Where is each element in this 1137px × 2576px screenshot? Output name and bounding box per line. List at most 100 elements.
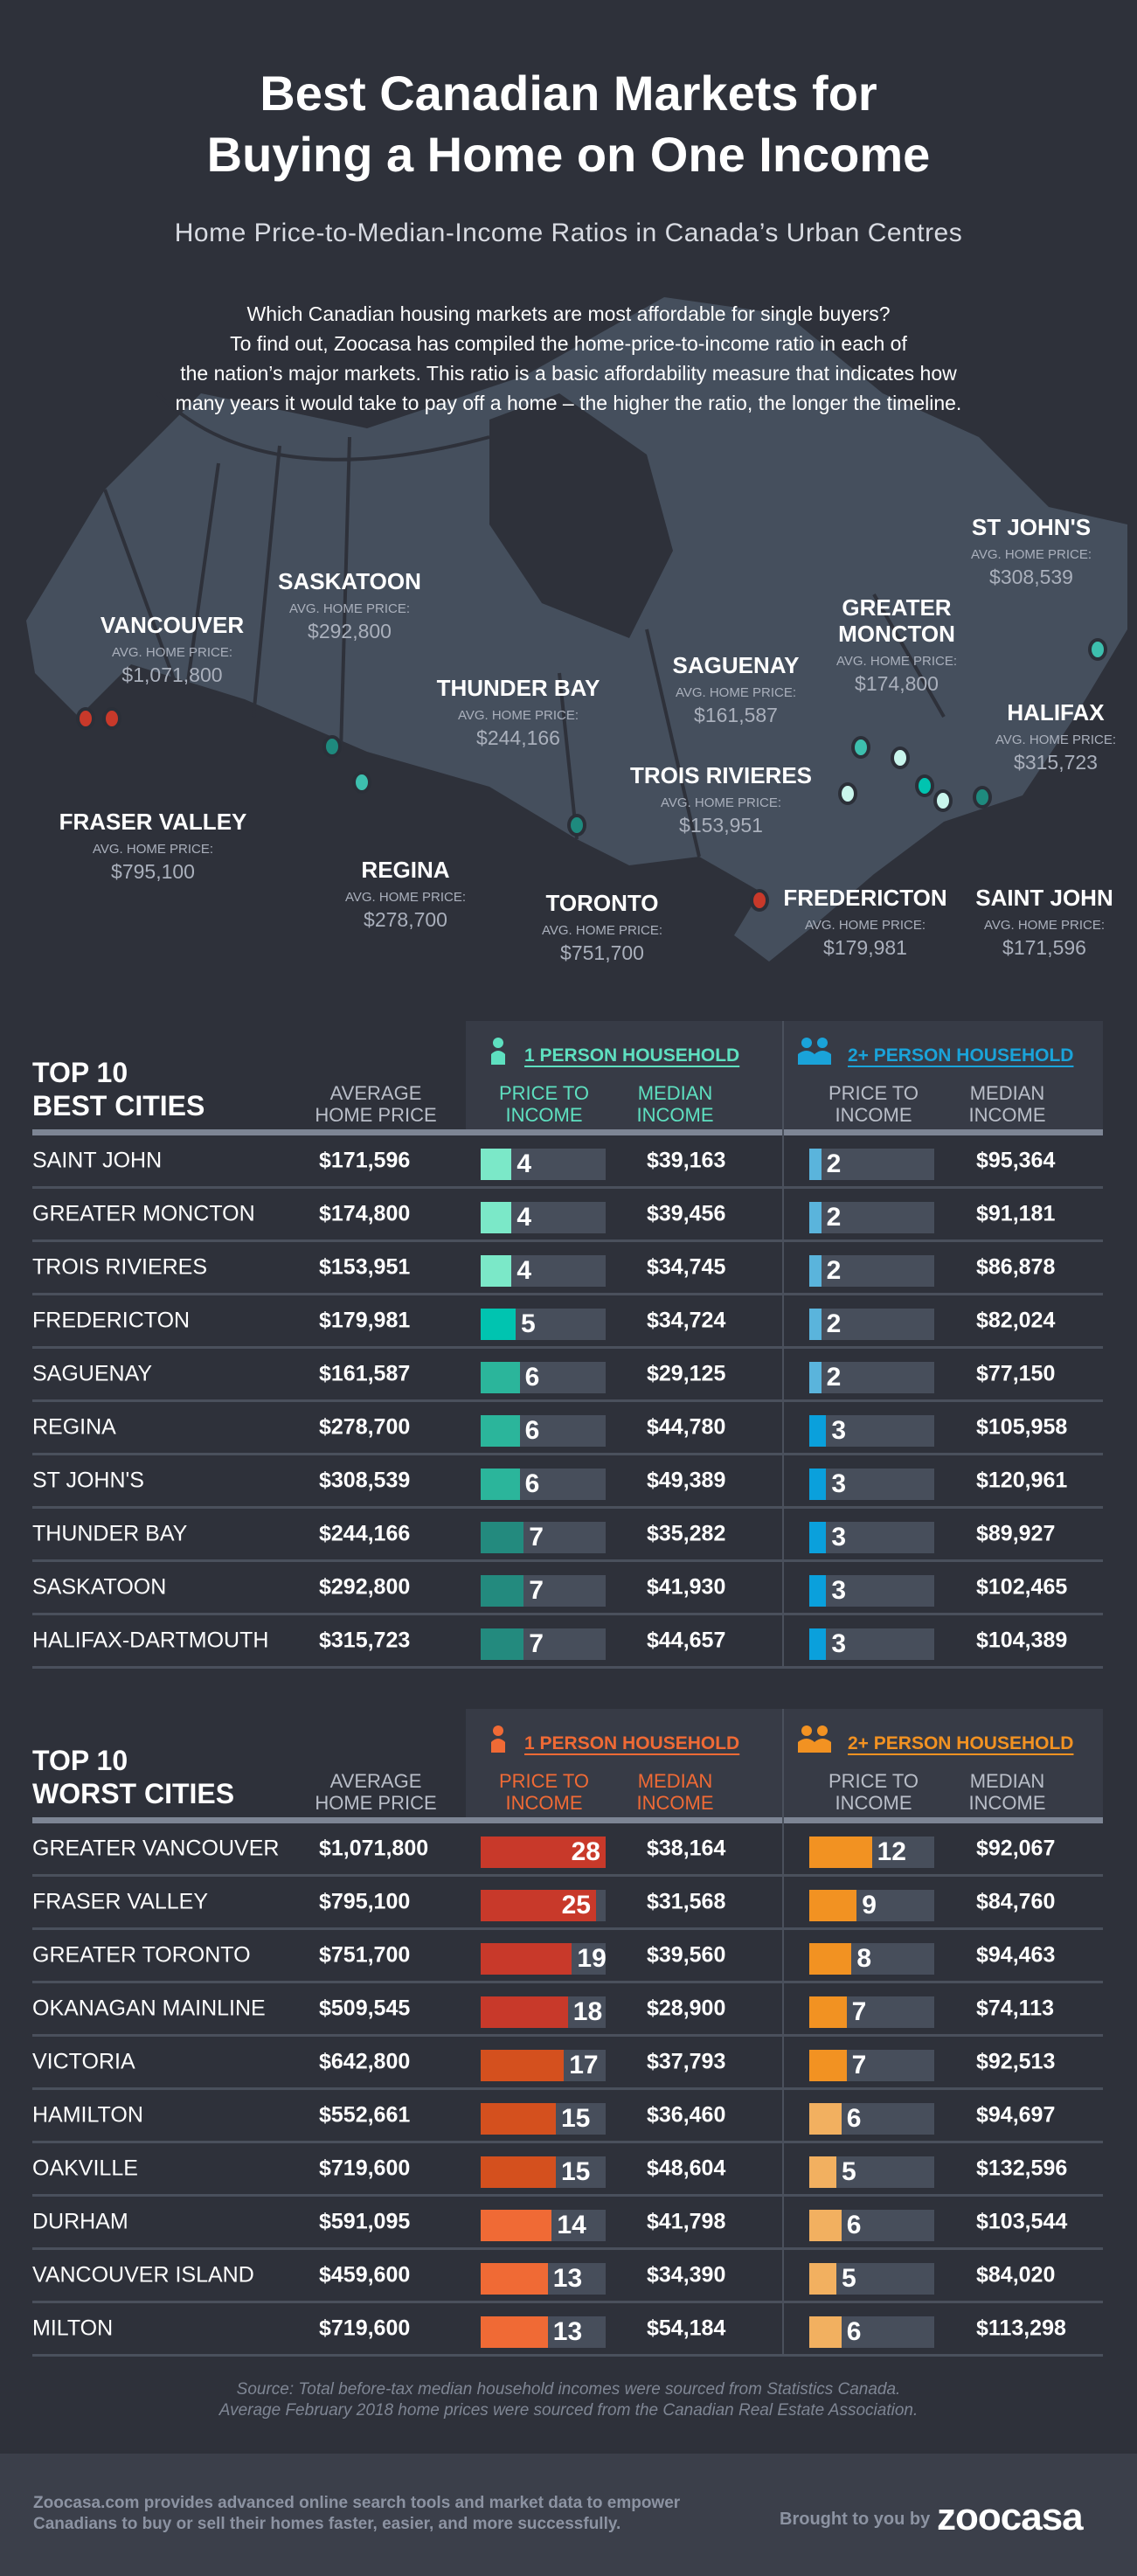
average-home-price: $552,661: [319, 2102, 411, 2128]
map-marker-toronto[interactable]: [750, 889, 769, 912]
table-row: OKANAGAN MAINLINE $509,545 18 7 $28,900 $74,1…: [32, 1983, 1103, 2037]
average-home-price: $642,800: [319, 2049, 411, 2074]
map-label-trois-rivieres: TROIS RIVIERES AVG. HOME PRICE: $153,951: [630, 762, 812, 837]
ratio-value: 15: [561, 2104, 591, 2133]
table-row: GREATER VANCOUVER $1,071,800 28 12 $38,164 $9…: [32, 1823, 1103, 1877]
city-name: MILTON: [32, 2316, 114, 2341]
map-marker-saint-john[interactable]: [933, 789, 953, 812]
median-income-1-header: MEDIAN INCOME: [636, 1082, 714, 1126]
city-name: HALIFAX: [1007, 699, 1105, 726]
median-income-2-person: $86,878: [976, 1254, 1056, 1280]
avg-price-label: AVG. HOME PRICE:: [983, 918, 1106, 933]
title-line: TOP 10: [32, 1057, 128, 1088]
map-label-regina: REGINA AVG. HOME PRICE: $278,700: [345, 857, 466, 932]
median-income-1-person: $41,798: [647, 2209, 726, 2234]
median-income-1-header: MEDIAN INCOME: [636, 1770, 714, 1814]
average-home-price: $244,166: [319, 1521, 411, 1546]
ratio-value: 3: [831, 1523, 847, 1552]
bar-fill: [809, 2316, 842, 2348]
bar-fill: [481, 2156, 556, 2188]
table-row: THUNDER BAY $244,166 7 3 $35,282 $89,927: [32, 1509, 1103, 1562]
ratio-value: 6: [524, 1469, 540, 1498]
map-marker-regina[interactable]: [352, 771, 371, 794]
price-to-income-2-bar: 5: [809, 2156, 934, 2188]
city-name: FREDERICTON: [32, 1308, 191, 1333]
city-name: FRASER VALLEY: [32, 1889, 209, 1914]
avg-price-label: AVG. HOME PRICE:: [344, 890, 467, 905]
ratio-value: 2: [826, 1256, 842, 1285]
bar-fill: [481, 1415, 520, 1447]
avg-price-label: AVG. HOME PRICE:: [92, 842, 214, 857]
price-to-income-2-bar: 3: [809, 1628, 934, 1660]
average-home-price: $509,545: [319, 1996, 411, 2021]
median-income-2-person: $104,389: [976, 1628, 1068, 1653]
footer-line: Canadians to buy or sell their homes fas…: [33, 2515, 621, 2533]
table-row: GREATER TORONTO $751,700 19 8 $39,560 $94,463: [32, 1930, 1103, 1983]
bar-fill: [809, 1202, 822, 1233]
price-to-income-1-bar: 6: [481, 1415, 606, 1447]
price-to-income-1-bar: 17: [481, 2050, 606, 2081]
title-line: WORST CITIES: [32, 1778, 235, 1809]
price-to-income-2-bar: 3: [809, 1415, 934, 1447]
map-marker-thunder-bay[interactable]: [567, 814, 586, 837]
ratio-value: 6: [524, 1363, 540, 1392]
median-income-2-person: $113,298: [976, 2316, 1066, 2341]
intro-text: Which Canadian housing markets are most …: [0, 299, 1137, 418]
ratio-value: 5: [842, 2157, 856, 2186]
price-to-income-1-bar: 6: [481, 1362, 606, 1393]
map-marker-saskatoon[interactable]: [322, 735, 342, 758]
table-row: MILTON $719,600 13 6 $54,184 $113,298: [32, 2303, 1103, 2357]
city-name: SAINT JOHN: [32, 1148, 163, 1173]
map-marker-saguenay[interactable]: [851, 736, 870, 759]
ratio-value: 7: [529, 1576, 544, 1605]
map-marker-vancouver[interactable]: [76, 707, 95, 730]
city-name: SAGUENAY: [32, 1361, 153, 1386]
group-icon: [797, 1725, 832, 1757]
bar-fill: [809, 1628, 827, 1660]
median-income-2-person: $95,364: [976, 1148, 1056, 1173]
map-marker-trois-rivieres[interactable]: [838, 782, 857, 805]
median-income-1-person: $35,282: [647, 1521, 726, 1546]
avg-price-label: AVG. HOME PRICE:: [675, 685, 797, 700]
map-marker-fredericton[interactable]: [915, 774, 934, 797]
map-marker-st-john-s[interactable]: [1088, 638, 1107, 661]
bar-fill: [809, 1522, 827, 1553]
avg-price-value: $751,700: [560, 941, 644, 964]
map-label-halifax: HALIFAX AVG. HOME PRICE: $315,723: [995, 699, 1116, 774]
price-to-income-2-bar: 6: [809, 2103, 934, 2135]
price-to-income-2-header: PRICE TO INCOME: [828, 1770, 919, 1814]
avg-price-value: $179,981: [823, 936, 907, 959]
header-divider: [32, 1129, 1103, 1135]
bar-fill: [809, 1309, 822, 1340]
median-income-2-person: $74,113: [976, 1996, 1054, 2021]
best-panel-2-person: [784, 1021, 1103, 1129]
ratio-value: 7: [851, 2051, 867, 2080]
bar-fill: [481, 1837, 606, 1868]
average-home-price: $719,600: [319, 2316, 411, 2341]
median-income-2-person: $132,596: [976, 2156, 1068, 2181]
bar-fill: [809, 2263, 836, 2295]
price-to-income-2-bar: 2: [809, 1255, 934, 1287]
map-marker-halifax[interactable]: [973, 786, 992, 809]
average-home-price: $315,723: [319, 1628, 411, 1653]
avg-price-value: $1,071,800: [121, 663, 223, 686]
column-divider: [782, 1709, 784, 2356]
ratio-value: 17: [569, 2051, 599, 2080]
price-to-income-2-bar: 6: [809, 2210, 934, 2241]
map-marker-vancouver[interactable]: [102, 707, 121, 730]
map-marker-greater-moncton[interactable]: [891, 746, 910, 769]
average-home-price-header: AVERAGE HOME PRICE: [315, 1082, 437, 1126]
city-name: GREATER: [842, 594, 952, 621]
average-home-price: $179,981: [319, 1308, 411, 1333]
median-income-1-person: $31,568: [647, 1889, 726, 1914]
average-home-price: $1,071,800: [319, 1836, 429, 1861]
worst-panel-1-person: [466, 1709, 782, 1817]
price-to-income-1-bar: 15: [481, 2156, 606, 2188]
zoocasa-logo[interactable]: zoocasa: [937, 2496, 1084, 2538]
avg-price-value: $278,700: [364, 908, 447, 931]
average-home-price: $795,100: [319, 1889, 411, 1914]
bar-fill: [809, 1996, 847, 2028]
price-to-income-1-bar: 4: [481, 1149, 606, 1180]
title-line: TOP 10: [32, 1745, 128, 1776]
price-to-income-2-bar: 2: [809, 1309, 934, 1340]
